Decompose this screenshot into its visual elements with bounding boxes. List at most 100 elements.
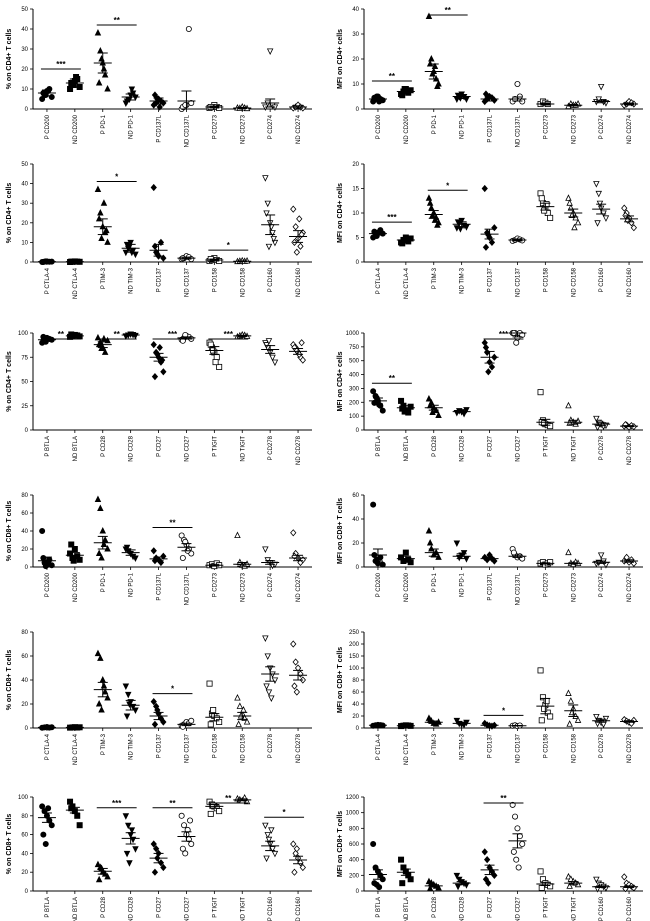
- data-point: [97, 47, 104, 54]
- category-label: ND CD200: [73, 114, 79, 144]
- data-point: [407, 876, 414, 883]
- data-point: [292, 658, 299, 666]
- category-label: ND CD274: [296, 572, 302, 602]
- data-point: [491, 224, 498, 232]
- category-label: P TIM-3: [432, 733, 438, 755]
- data-point: [94, 495, 102, 503]
- category-label: ND CD28: [460, 435, 466, 461]
- data-point: [373, 93, 380, 100]
- chart-panel-cd8_pct_1: 0 20 40 60 80 % on CD8+ T cells P CD200 ND CD20…: [6, 493, 312, 605]
- y-tick-label: 400: [349, 858, 360, 864]
- data-point: [216, 363, 223, 370]
- chart-panel-cd4_mfi_1: 0 10 20 30 40 MFI on CD4+ cells P CD200 ND CD20…: [337, 6, 643, 147]
- data-point: [376, 98, 383, 105]
- data-point: [541, 420, 548, 427]
- category-label: ND TIGIT: [240, 436, 246, 462]
- data-point: [97, 654, 104, 661]
- y-tick-label: 150: [349, 654, 360, 660]
- y-tick-label: 800: [349, 826, 360, 832]
- data-point: [539, 694, 546, 701]
- category-label: P CD278: [599, 435, 605, 460]
- data-point: [426, 539, 434, 546]
- data-point: [482, 243, 490, 251]
- category-label: ND CD273: [240, 572, 246, 602]
- y-tick-label: 0: [356, 889, 360, 895]
- y-tick-label: 500: [349, 359, 360, 365]
- category-label: ND CD27: [184, 896, 190, 921]
- data-point: [265, 243, 273, 251]
- data-point: [160, 368, 167, 376]
- data-point: [40, 831, 47, 838]
- data-point: [428, 55, 435, 62]
- data-point: [95, 700, 103, 707]
- significance-label: ***: [112, 799, 122, 808]
- significance-label: *: [115, 172, 119, 181]
- y-tick-label: 60: [21, 511, 28, 517]
- data-point: [566, 882, 573, 889]
- data-point: [39, 528, 46, 535]
- category-label: P CD27: [488, 435, 494, 457]
- y-tick-label: 1000: [346, 811, 360, 817]
- category-label: P CD274: [268, 114, 274, 139]
- category-label: ND CD137L: [515, 572, 521, 605]
- category-label: P CD27: [157, 435, 163, 457]
- category-label: ND TIGIT: [571, 436, 577, 462]
- category-label: P CD200: [376, 572, 382, 597]
- significance-label: **: [225, 794, 232, 803]
- y-tick-label: 0: [25, 726, 29, 732]
- data-point: [566, 720, 573, 727]
- y-tick-label: 40: [21, 851, 28, 857]
- y-tick-label: 40: [21, 678, 28, 684]
- chart-panel-cd4_mfi_2: 0 5 10 15 20 MFI on CD4+ cells P CTLA-4 ND CTLA…: [337, 162, 643, 299]
- category-label: ND CD278: [296, 435, 302, 465]
- category-label: ND CD273: [240, 114, 246, 144]
- data-point: [297, 859, 304, 867]
- data-point: [265, 689, 273, 696]
- category-label: ND CTLA-4: [73, 733, 79, 765]
- y-tick-label: 60: [21, 654, 28, 660]
- data-point: [100, 682, 108, 689]
- data-point: [426, 199, 434, 206]
- data-point: [565, 548, 572, 556]
- data-point: [290, 840, 297, 848]
- data-point: [97, 209, 104, 216]
- category-label: ND PD-1: [129, 114, 135, 139]
- y-tick-label: 20: [21, 67, 28, 73]
- data-point: [593, 181, 600, 188]
- y-tick-label: 0: [25, 428, 29, 434]
- y-tick-label: 0: [25, 889, 29, 895]
- data-point: [373, 233, 380, 240]
- data-point: [103, 226, 110, 234]
- data-point: [519, 841, 526, 848]
- data-point: [70, 82, 77, 89]
- y-tick-label: 80: [352, 678, 359, 684]
- category-label: P BTLA: [45, 436, 51, 457]
- data-point: [541, 705, 548, 712]
- data-point: [123, 850, 131, 858]
- data-point: [537, 868, 544, 875]
- category-label: ND TIM-3: [129, 733, 135, 760]
- data-point: [104, 872, 111, 880]
- category-label: ND CD274: [627, 114, 633, 144]
- chart-panel-cd8_pct_2: 0 20 40 60 80 % on CD8+ T cells P CTLA-4 ND CTL…: [6, 630, 312, 765]
- y-axis-label: MFI on CD8+ T cells: [337, 811, 344, 877]
- category-label: ND CD137: [515, 733, 521, 763]
- data-point: [547, 713, 554, 720]
- y-tick-label: 100: [18, 795, 29, 801]
- y-tick-label: 40: [21, 27, 28, 33]
- y-axis-label: MFI on CD8+ T cells: [337, 498, 344, 564]
- category-label: P CD137L: [488, 114, 494, 142]
- data-point: [370, 501, 377, 508]
- data-point: [40, 555, 47, 562]
- data-point: [160, 254, 167, 262]
- y-tick-label: 80: [21, 630, 28, 636]
- y-tick-label: 10: [21, 87, 28, 93]
- chart-panel-cd4_pct_2: 0 10 20 30 40 50 % on CD4+ T cells P CTLA-4 ND C…: [6, 162, 312, 299]
- data-point: [370, 388, 377, 395]
- y-tick-label: 20: [352, 162, 359, 168]
- category-label: ND CD278: [627, 435, 633, 465]
- data-point: [293, 248, 300, 256]
- data-point: [178, 532, 185, 539]
- y-tick-label: 30: [21, 47, 28, 53]
- y-tick-label: 80: [21, 814, 28, 820]
